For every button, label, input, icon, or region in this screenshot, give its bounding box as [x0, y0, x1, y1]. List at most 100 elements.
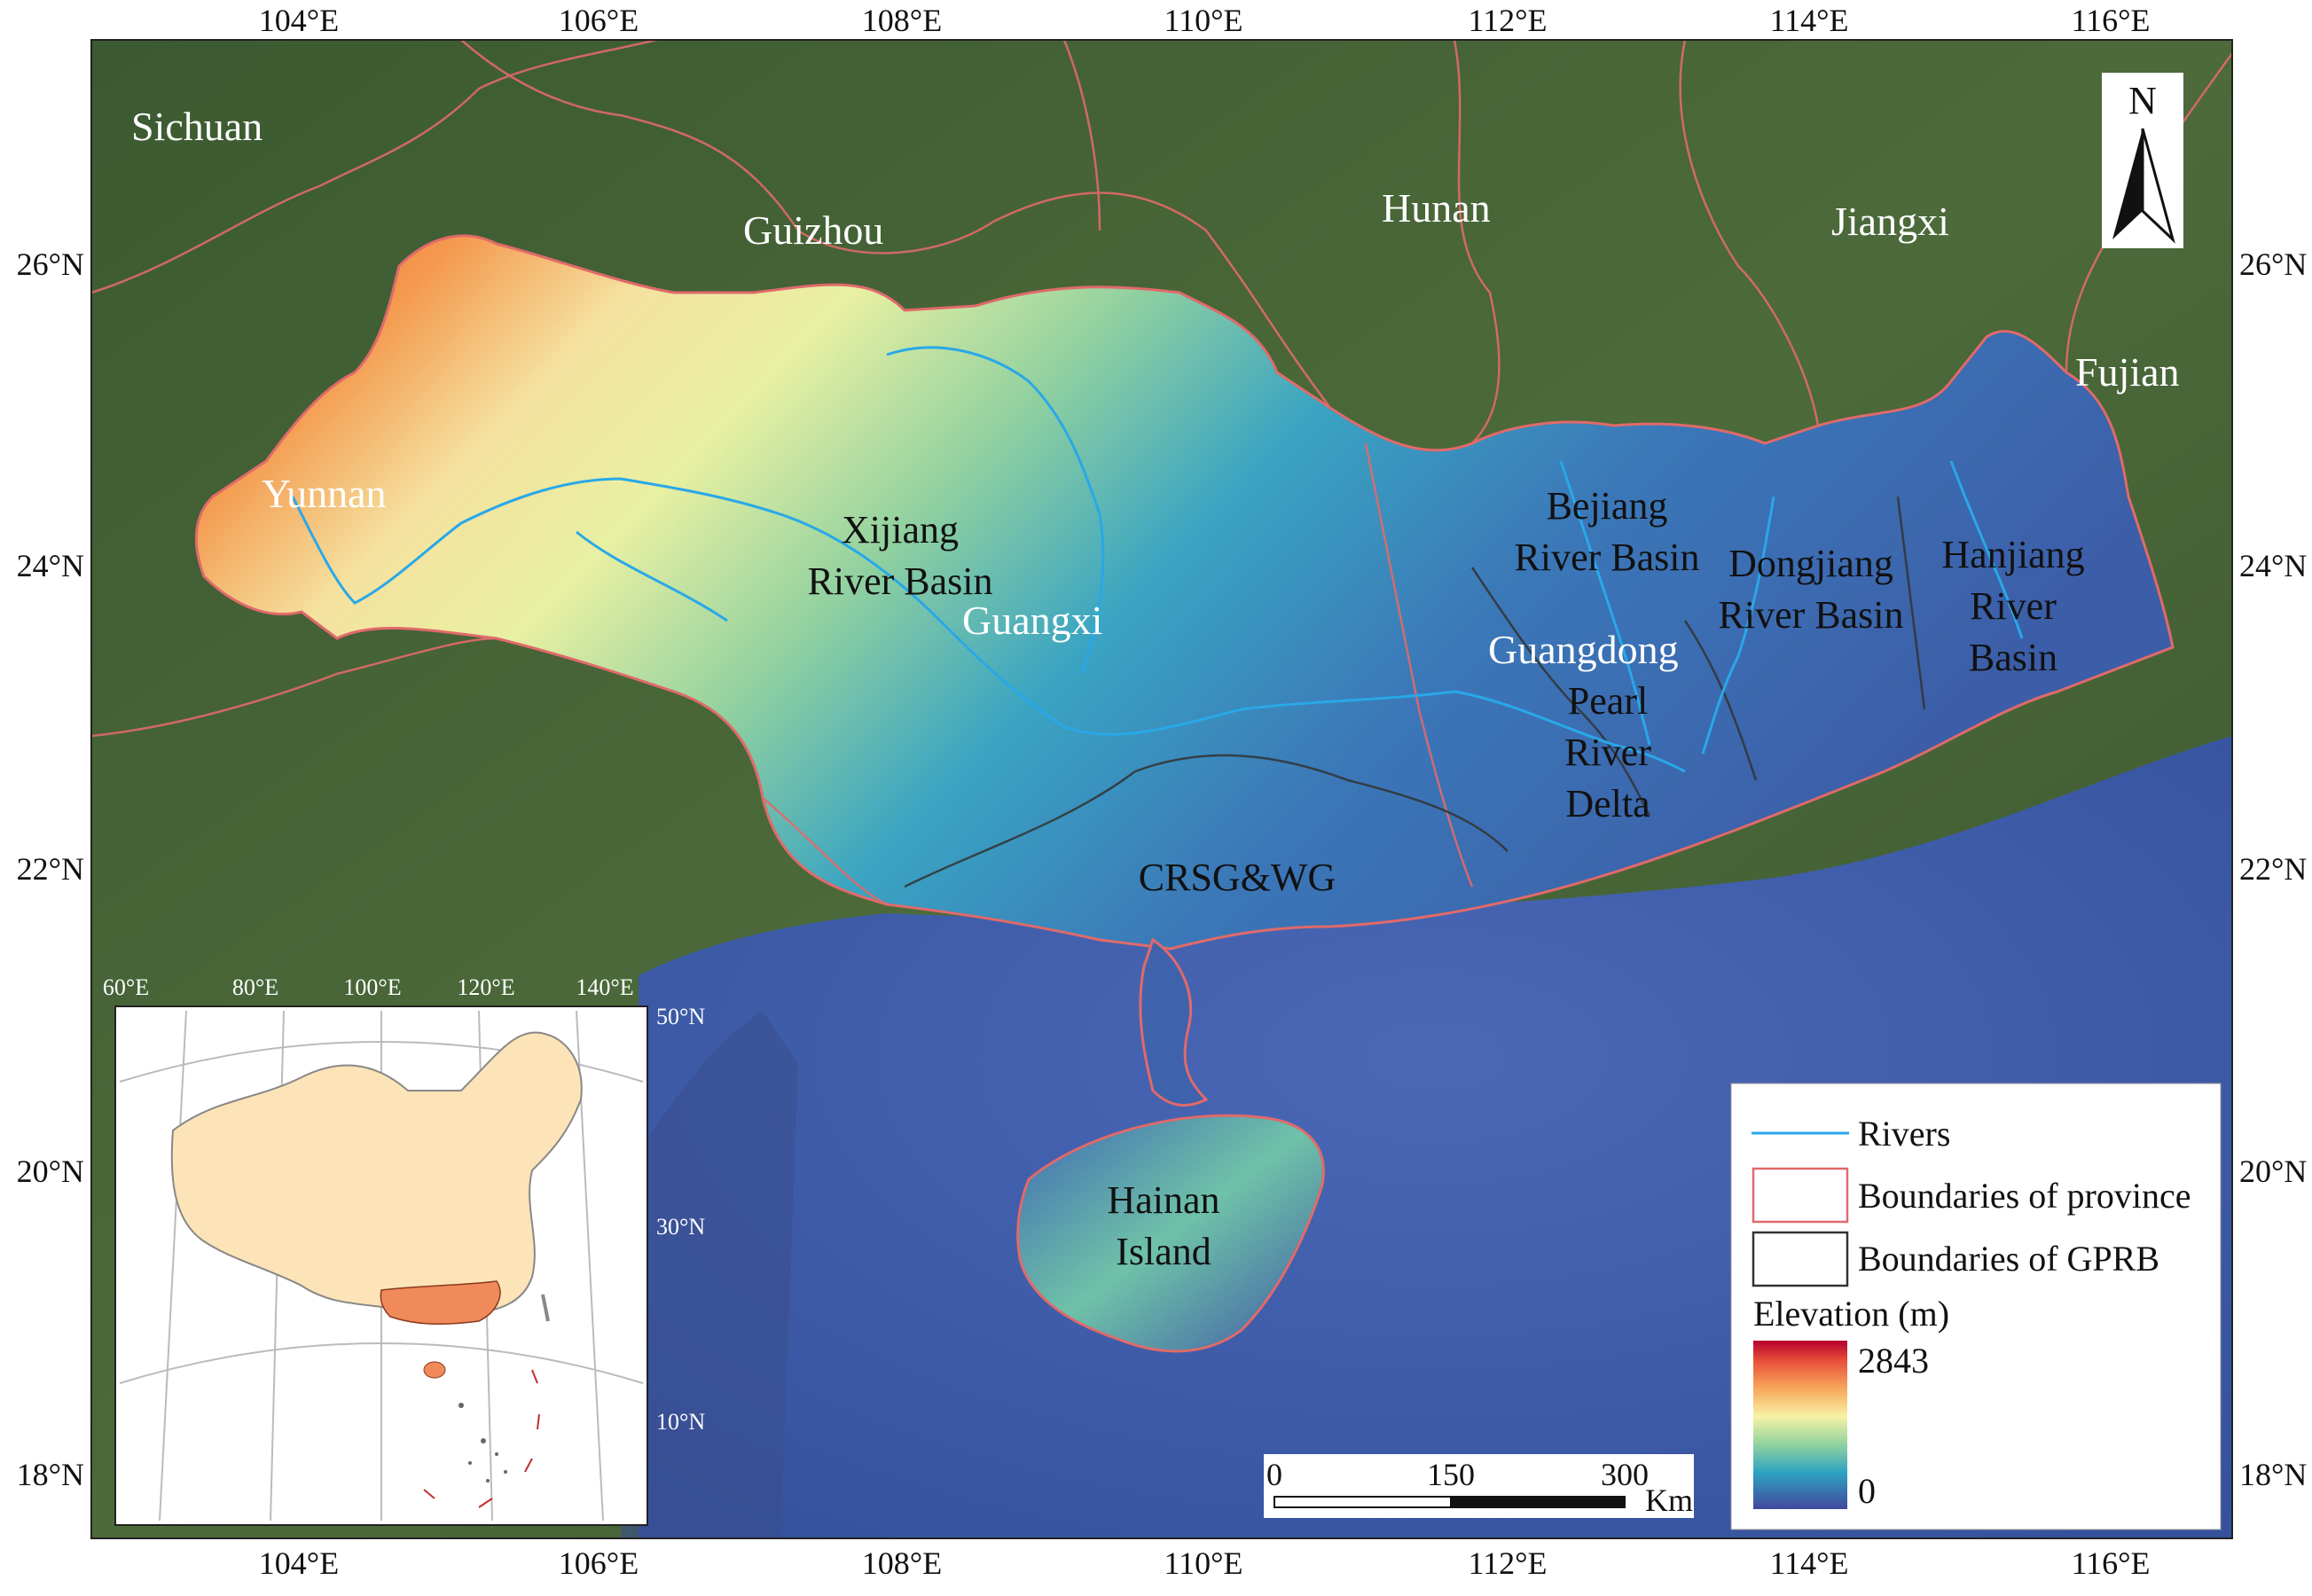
scale-segment-1 [1274, 1496, 1452, 1508]
lon-tick: 112°E [1468, 1545, 1547, 1581]
inset-lat-tick: 30°N [656, 1214, 705, 1240]
scale-label-0: 0 [1266, 1457, 1282, 1492]
inset-map [114, 1005, 648, 1526]
legend-gprb-symbol [1752, 1231, 1849, 1287]
legend-rivers: Rivers [1858, 1114, 1950, 1154]
lon-ticks-bottom: 104°E 106°E 108°E 110°E 112°E 114°E 116°… [259, 1545, 2151, 1581]
label-hanjiang-2: River [1970, 584, 2057, 628]
lon-tick: 106°E [559, 1545, 639, 1581]
region-labels: Xijiang River Basin Bejiang River Basin … [808, 484, 2085, 1273]
inset-lon-tick: 120°E [457, 974, 514, 1000]
rivers [291, 346, 2024, 773]
lat-tick: 22°N [2239, 851, 2307, 887]
legend-elevation-ramp [1753, 1341, 1847, 1509]
lat-tick: 20°N [17, 1154, 84, 1189]
north-arrow-right [2141, 128, 2175, 244]
legend-gprb: Boundaries of GPRB [1858, 1239, 2159, 1279]
inset-hainan [423, 1361, 446, 1379]
label-hainan-2: Island [1116, 1230, 1211, 1273]
lon-ticks-top: 104°E 106°E 108°E 110°E 112°E 114°E 116°… [259, 3, 2151, 38]
lon-tick: 104°E [259, 3, 339, 38]
legend-elevation-min: 0 [1858, 1471, 1876, 1511]
lat-ticks-right: 26°N 24°N 22°N 20°N 18°N [2239, 246, 2307, 1492]
lat-tick: 18°N [17, 1457, 84, 1492]
label-yunnan: Yunnan [262, 471, 387, 516]
label-xijiang-2: River Basin [808, 559, 993, 603]
lon-tick: 110°E [1164, 3, 1242, 38]
lon-tick: 108°E [862, 3, 942, 38]
label-hanjiang-1: Hanjiang [1941, 533, 2084, 576]
lon-tick: 114°E [1769, 3, 1848, 38]
north-arrow-left [2112, 129, 2143, 239]
inset-china [170, 1031, 583, 1318]
scale-bar: 0 150 300 Km [1264, 1454, 1694, 1518]
scale-label-300: 300 [1601, 1457, 1649, 1492]
inset-taiwan [541, 1294, 550, 1322]
map-frame [90, 39, 2233, 1539]
label-beijiang-2: River Basin [1515, 536, 1700, 579]
inset-lon-tick: 100°E [343, 974, 401, 1000]
label-hainan-1: Hainan [1107, 1178, 1219, 1222]
legend: Rivers Boundaries of province Boundaries… [1730, 1083, 2222, 1530]
lat-tick: 24°N [2239, 548, 2307, 583]
lon-tick: 114°E [1769, 1545, 1848, 1581]
lat-tick: 24°N [17, 548, 84, 583]
label-fujian: Fujian [2075, 349, 2180, 395]
lat-tick: 20°N [2239, 1154, 2307, 1189]
label-crsg: CRSG&WG [1139, 856, 1336, 899]
north-arrow-label: N [2128, 79, 2157, 122]
label-jiangxi: Jiangxi [1831, 199, 1949, 244]
legend-province: Boundaries of province [1858, 1176, 2191, 1216]
lon-tick: 112°E [1468, 3, 1547, 38]
lon-tick: 108°E [862, 1545, 942, 1581]
label-dongjiang-1: Dongjiang [1728, 542, 1893, 585]
label-prd-1: Pearl [1568, 679, 1648, 723]
inset-islands [458, 1403, 507, 1483]
label-xijiang-1: Xijiang [842, 508, 959, 552]
inset-ticks: 60°E 80°E 100°E 120°E 140°E 50°N 30°N 10… [103, 974, 706, 1435]
label-hunan: Hunan [1382, 185, 1491, 231]
label-sichuan: Sichuan [131, 104, 263, 149]
scale-unit: Km [1645, 1483, 1693, 1518]
lat-tick: 26°N [17, 246, 84, 282]
inset-study-area [380, 1280, 501, 1325]
inset-dashline [423, 1369, 540, 1508]
gulf-of-tonkin [621, 1011, 798, 1538]
legend-elevation-title: Elevation (m) [1753, 1294, 1949, 1334]
inset-lon-tick: 80°E [232, 974, 278, 1000]
inset-lon-tick: 140°E [576, 974, 633, 1000]
lat-tick: 22°N [17, 851, 84, 887]
lat-tick: 26°N [2239, 246, 2307, 282]
hainan-island [1016, 1114, 1325, 1353]
north-arrow: N [2102, 73, 2183, 248]
scale-label-150: 150 [1427, 1457, 1475, 1492]
label-prd-3: Delta [1565, 782, 1650, 825]
inset-lat-tick: 50°N [656, 1004, 705, 1029]
legend-elevation-max: 2843 [1858, 1341, 1929, 1381]
inset-lon-tick: 60°E [103, 974, 149, 1000]
legend-province-symbol [1752, 1167, 1849, 1224]
lon-tick: 116°E [2071, 1545, 2150, 1581]
lon-tick: 110°E [1164, 1545, 1242, 1581]
scale-segment-2 [1450, 1496, 1626, 1508]
label-prd-2: River [1564, 731, 1651, 774]
label-guangdong: Guangdong [1488, 627, 1679, 672]
label-hanjiang-3: Basin [1969, 636, 2057, 679]
gprb-boundaries [904, 496, 1926, 888]
province-labels: Sichuan Guizhou Hunan Jiangxi Fujian Yun… [131, 104, 2180, 672]
lon-tick: 106°E [559, 3, 639, 38]
label-guizhou: Guizhou [743, 207, 883, 253]
lon-tick: 116°E [2071, 3, 2150, 38]
lat-tick: 18°N [2239, 1457, 2307, 1492]
inset-lat-tick: 10°N [656, 1409, 705, 1435]
leizhou-peninsula [1139, 937, 1209, 1107]
lat-ticks-left: 26°N 24°N 22°N 20°N 18°N [17, 246, 84, 1492]
lon-tick: 104°E [259, 1545, 339, 1581]
study-area-basin [194, 234, 2175, 951]
label-beijiang-1: Bejiang [1547, 484, 1668, 528]
map-body [90, 38, 2234, 1539]
label-guangxi: Guangxi [962, 598, 1102, 643]
label-dongjiang-2: River Basin [1719, 593, 1904, 637]
